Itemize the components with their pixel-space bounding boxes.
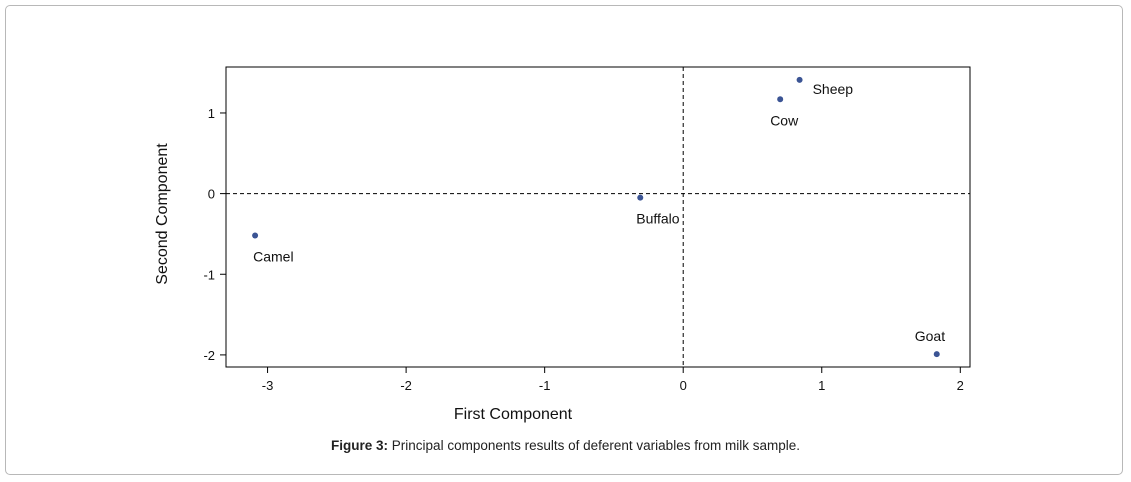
y-tick-label: -2 [203,348,215,363]
data-point [933,351,940,358]
data-point [252,232,259,239]
y-tick-label: -1 [203,267,215,282]
x-tick-label: -2 [400,378,412,393]
point-label: Cow [770,112,799,128]
y-tick-label: 0 [208,187,215,202]
data-point [777,96,784,103]
figure-frame [5,5,1123,475]
data-point [796,76,803,83]
point-label: Buffalo [636,211,680,227]
point-label: Camel [253,249,293,265]
x-tick-label: -1 [539,378,551,393]
plot-area [225,66,971,368]
x-tick-label: 2 [957,378,964,393]
y-tick-label: 1 [208,106,215,121]
x-tick-label: 1 [818,378,825,393]
x-tick-label: -3 [262,378,274,393]
figure-caption: Figure 3: Principal components results o… [0,438,1131,453]
y-axis-label: Second Component [154,143,171,285]
data-point [637,194,644,201]
caption-text: Principal components results of deferent… [388,438,800,453]
x-tick-label: 0 [680,378,687,393]
x-axis-label: First Component [454,406,573,423]
point-label: Sheep [813,81,854,97]
caption-label: Figure 3: [331,438,389,453]
point-label: Goat [915,328,945,344]
